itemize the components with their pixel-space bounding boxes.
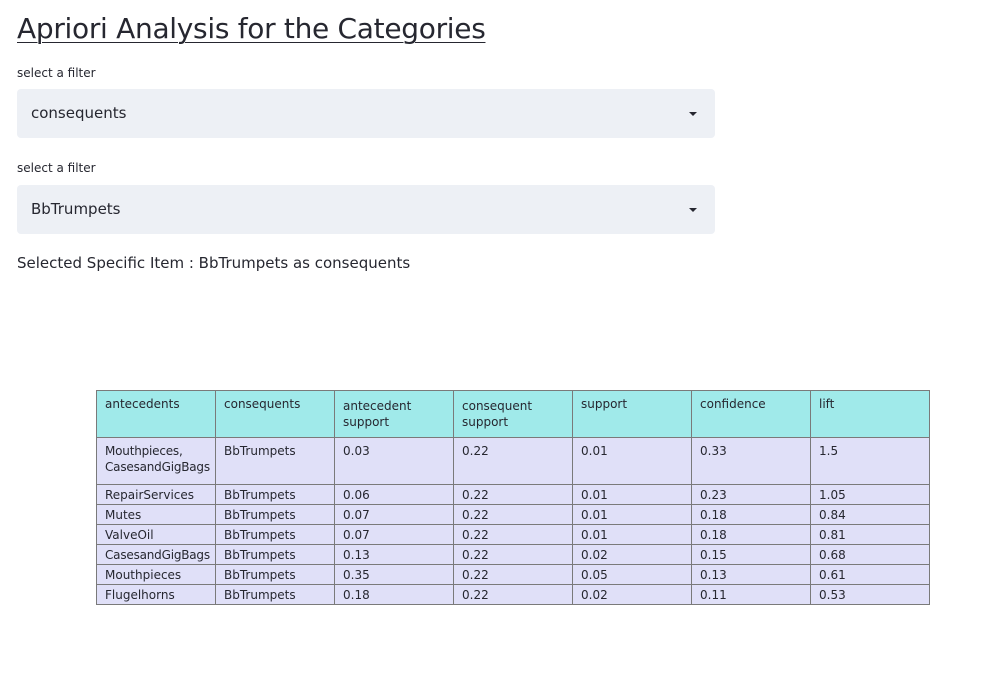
table-cell: 0.68	[810, 544, 930, 565]
table-cell: Flugelhorns	[96, 584, 216, 605]
table-cell: 0.03	[334, 437, 454, 485]
table-cell: RepairServices	[96, 484, 216, 505]
table-row: Mutes BbTrumpets 0.07 0.22 0.01 0.18 0.8…	[96, 504, 930, 525]
table-cell: 0.22	[453, 484, 573, 505]
table-cell: 0.13	[334, 544, 454, 565]
table-cell: 0.01	[572, 437, 692, 485]
table-cell: BbTrumpets	[215, 564, 335, 585]
table-cell: 0.22	[453, 437, 573, 485]
table-cell: 0.05	[572, 564, 692, 585]
table-cell: 0.18	[334, 584, 454, 605]
table-cell: 0.22	[453, 584, 573, 605]
column-header-lift: lift	[810, 390, 930, 438]
table-cell: 0.15	[691, 544, 811, 565]
table-cell: 0.53	[810, 584, 930, 605]
table-cell: CasesandGigBags	[96, 544, 216, 565]
table-row: RepairServices BbTrumpets 0.06 0.22 0.01…	[96, 484, 930, 505]
column-header-consequents: consequents	[215, 390, 335, 438]
table-cell: 0.22	[453, 504, 573, 525]
table-cell: BbTrumpets	[215, 484, 335, 505]
table-cell: 0.22	[453, 564, 573, 585]
table-row: Flugelhorns BbTrumpets 0.18 0.22 0.02 0.…	[96, 584, 930, 605]
table-cell: 0.81	[810, 524, 930, 545]
table-cell: BbTrumpets	[215, 524, 335, 545]
table-cell: 0.18	[691, 524, 811, 545]
table-cell: 0.22	[453, 544, 573, 565]
table-cell: 0.06	[334, 484, 454, 505]
column-header-support: support	[572, 390, 692, 438]
table-header-row: antecedents consequents antecedent suppo…	[96, 390, 930, 438]
table-cell: BbTrumpets	[215, 437, 335, 485]
caret-down-icon[interactable]	[689, 208, 697, 212]
column-header-antecedent-support: antecedent support	[334, 390, 454, 438]
table-cell: 0.84	[810, 504, 930, 525]
table-cell: 0.18	[691, 504, 811, 525]
column-header-consequent-support: consequent support	[453, 390, 573, 438]
page-title: Apriori Analysis for the Categories	[17, 12, 486, 45]
table-cell: BbTrumpets	[215, 504, 335, 525]
table-cell: BbTrumpets	[215, 584, 335, 605]
table-cell: Mouthpieces	[96, 564, 216, 585]
filter-select-1-value: consequents	[31, 104, 127, 122]
filter-label-1: select a filter	[17, 66, 96, 80]
table-cell: 0.23	[691, 484, 811, 505]
table-cell: Mutes	[96, 504, 216, 525]
table-cell: 0.35	[334, 564, 454, 585]
filter-select-2-value: BbTrumpets	[31, 200, 121, 218]
table-cell: 0.33	[691, 437, 811, 485]
filter-select-2[interactable]: BbTrumpets	[17, 185, 715, 234]
table-cell: ValveOil	[96, 524, 216, 545]
rules-table: antecedents consequents antecedent suppo…	[96, 390, 930, 605]
filter-label-2: select a filter	[17, 161, 96, 175]
table-cell: BbTrumpets	[215, 544, 335, 565]
selection-summary: Selected Specific Item : BbTrumpets as c…	[17, 254, 411, 272]
table-cell: 0.13	[691, 564, 811, 585]
table-cell: 0.01	[572, 484, 692, 505]
table-row: ValveOil BbTrumpets 0.07 0.22 0.01 0.18 …	[96, 524, 930, 545]
caret-down-icon[interactable]	[689, 112, 697, 116]
table-cell: 0.01	[572, 524, 692, 545]
table-cell: 0.11	[691, 584, 811, 605]
column-header-antecedents: antecedents	[96, 390, 216, 438]
table-cell: 0.02	[572, 544, 692, 565]
table-cell: 1.05	[810, 484, 930, 505]
filter-select-1[interactable]: consequents	[17, 89, 715, 138]
table-cell: 0.07	[334, 504, 454, 525]
table-cell: 0.61	[810, 564, 930, 585]
table-cell: 0.02	[572, 584, 692, 605]
table-cell: 0.01	[572, 504, 692, 525]
table-row: Mouthpieces BbTrumpets 0.35 0.22 0.05 0.…	[96, 564, 930, 585]
table-cell: Mouthpieces, CasesandGigBags	[96, 437, 216, 485]
table-cell: 0.22	[453, 524, 573, 545]
table-row: CasesandGigBags BbTrumpets 0.13 0.22 0.0…	[96, 544, 930, 565]
table-cell: 0.07	[334, 524, 454, 545]
table-cell: 1.5	[810, 437, 930, 485]
column-header-confidence: confidence	[691, 390, 811, 438]
table-row: Mouthpieces, CasesandGigBags BbTrumpets …	[96, 437, 930, 485]
